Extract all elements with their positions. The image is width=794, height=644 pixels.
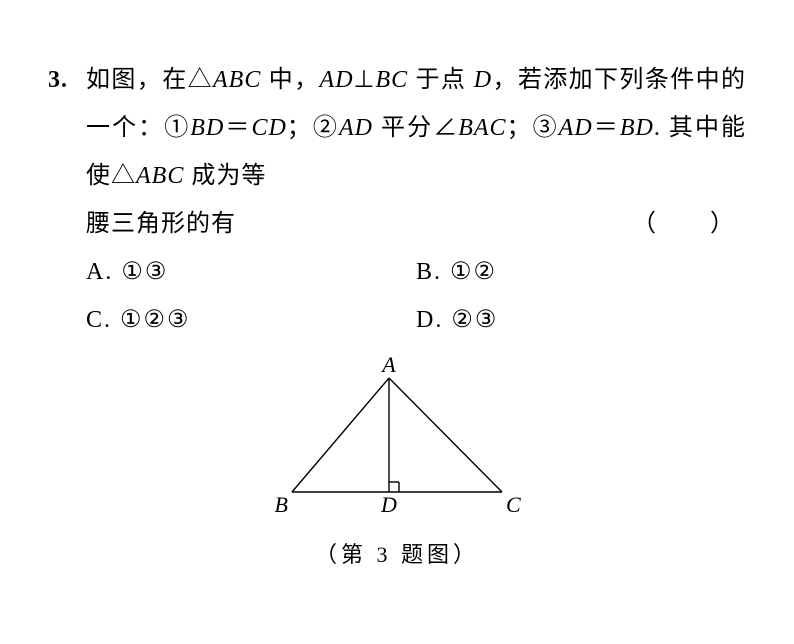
- figure: A B C D （第 3 题图）: [48, 354, 746, 577]
- option-a: A. ①③: [86, 248, 416, 296]
- question-number: 3.: [48, 56, 68, 104]
- svg-text:C: C: [506, 492, 521, 514]
- option-d: D. ②③: [416, 296, 746, 344]
- option-c: C. ①②③: [86, 296, 416, 344]
- svg-text:B: B: [275, 492, 288, 514]
- option-b: B. ①②: [416, 248, 746, 296]
- triangle-diagram: A B C D: [262, 354, 532, 514]
- answer-blank: （ ）: [632, 200, 746, 248]
- problem: 3. 如图，在△ABC 中，AD⊥BC 于点 D，若添加下列条件中的一个：①BD…: [48, 56, 746, 577]
- options: A. ①③ B. ①② C. ①②③ D. ②③: [48, 248, 746, 344]
- svg-text:D: D: [380, 492, 397, 514]
- stem-tail: 腰三角形的有: [86, 200, 236, 248]
- svg-text:A: A: [380, 354, 396, 377]
- stem-text: 如图，在△ABC 中，AD⊥BC 于点 D，若添加下列条件中的一个：①BD＝CD…: [86, 67, 746, 189]
- question-stem: 3. 如图，在△ABC 中，AD⊥BC 于点 D，若添加下列条件中的一个：①BD…: [48, 56, 746, 248]
- figure-caption: （第 3 题图）: [48, 533, 746, 577]
